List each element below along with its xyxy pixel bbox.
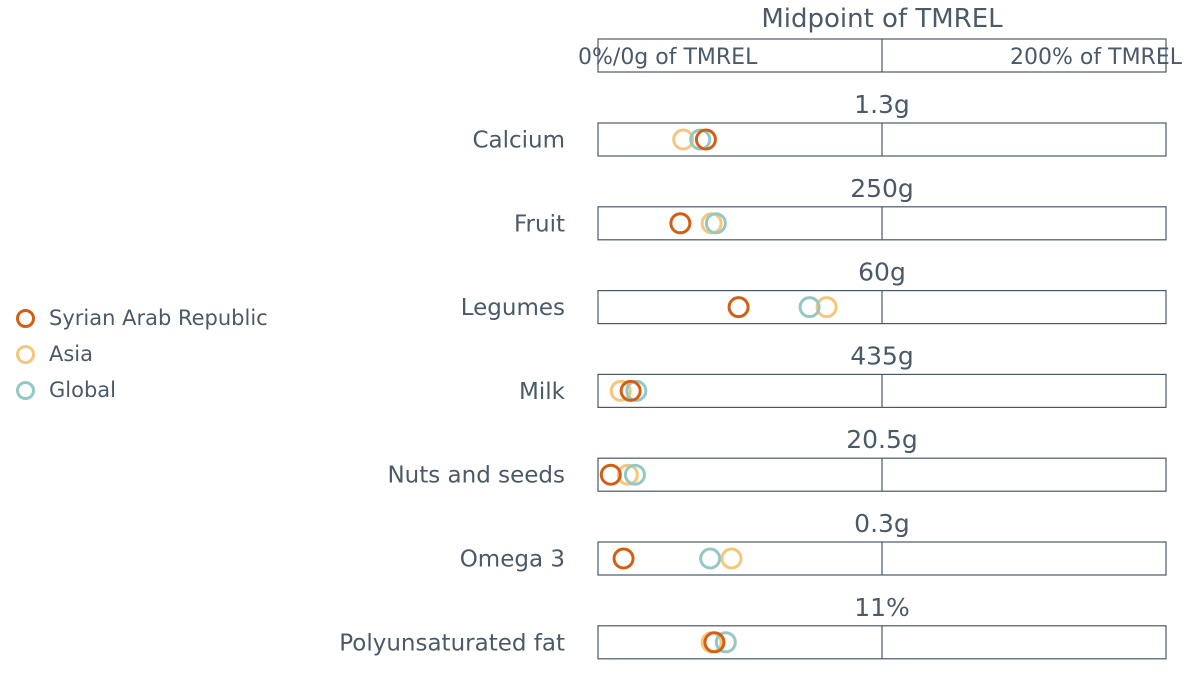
point-asia-nuts-and-seeds: [616, 463, 639, 486]
point-asia-milk: [609, 379, 632, 402]
category-label-milk: Milk: [519, 379, 566, 405]
point-global-fruit: [704, 212, 727, 235]
category-label-legumes: Legumes: [461, 295, 565, 321]
point-syrian-arab-republic-polyunsaturated-fat: [703, 631, 726, 654]
point-global-nuts-and-seeds: [623, 463, 646, 486]
category-label-omega-3: Omega 3: [460, 547, 565, 573]
point-asia-calcium: [672, 128, 695, 151]
tmrel-label-omega-3: 0.3g: [854, 509, 910, 538]
scale-left-label: 0%/0g of TMREL: [578, 45, 758, 70]
point-asia-legumes: [815, 296, 838, 319]
legend: Syrian Arab Republic Asia Global: [16, 300, 268, 408]
point-global-legumes: [798, 296, 821, 319]
tmrel-label-nuts-and-seeds: 20.5g: [846, 425, 918, 454]
category-label-polyunsaturated-fat: Polyunsaturated fat: [339, 630, 565, 656]
scale-right-label: 200% of TMREL: [1010, 45, 1183, 70]
tmrel-label-legumes: 60g: [858, 258, 906, 287]
point-global-omega-3: [699, 547, 722, 570]
tmrel-label-polyunsaturated-fat: 11%: [854, 593, 910, 622]
legend-item-syria: Syrian Arab Republic: [16, 300, 268, 336]
legend-item-asia: Asia: [16, 336, 268, 372]
tmrel-label-milk: 435g: [850, 341, 914, 370]
point-syrian-arab-republic-nuts-and-seeds: [599, 463, 622, 486]
category-label-fruit: Fruit: [514, 211, 565, 237]
point-syrian-arab-republic-legumes: [727, 296, 750, 319]
point-global-calcium: [689, 128, 712, 151]
category-label-calcium: Calcium: [472, 128, 565, 154]
point-asia-omega-3: [720, 547, 743, 570]
point-syrian-arab-republic-milk: [619, 379, 642, 402]
legend-label-syria: Syrian Arab Republic: [49, 306, 268, 330]
legend-swatch-asia: [16, 344, 35, 364]
legend-swatch-syria: [16, 308, 35, 328]
point-syrian-arab-republic-calcium: [694, 128, 717, 151]
legend-item-global: Global: [16, 372, 268, 408]
point-global-polyunsaturated-fat: [714, 631, 737, 654]
point-syrian-arab-republic-fruit: [669, 212, 692, 235]
chart-title: Midpoint of TMREL: [761, 4, 1003, 34]
point-global-milk: [625, 379, 648, 402]
category-label-nuts-and-seeds: Nuts and seeds: [387, 463, 565, 489]
legend-label-global: Global: [49, 378, 116, 402]
point-syrian-arab-republic-omega-3: [612, 547, 635, 570]
tmrel-label-fruit: 250g: [850, 174, 914, 203]
tmrel-label-calcium: 1.3g: [854, 90, 910, 119]
legend-swatch-global: [16, 380, 35, 400]
legend-label-asia: Asia: [49, 342, 94, 366]
